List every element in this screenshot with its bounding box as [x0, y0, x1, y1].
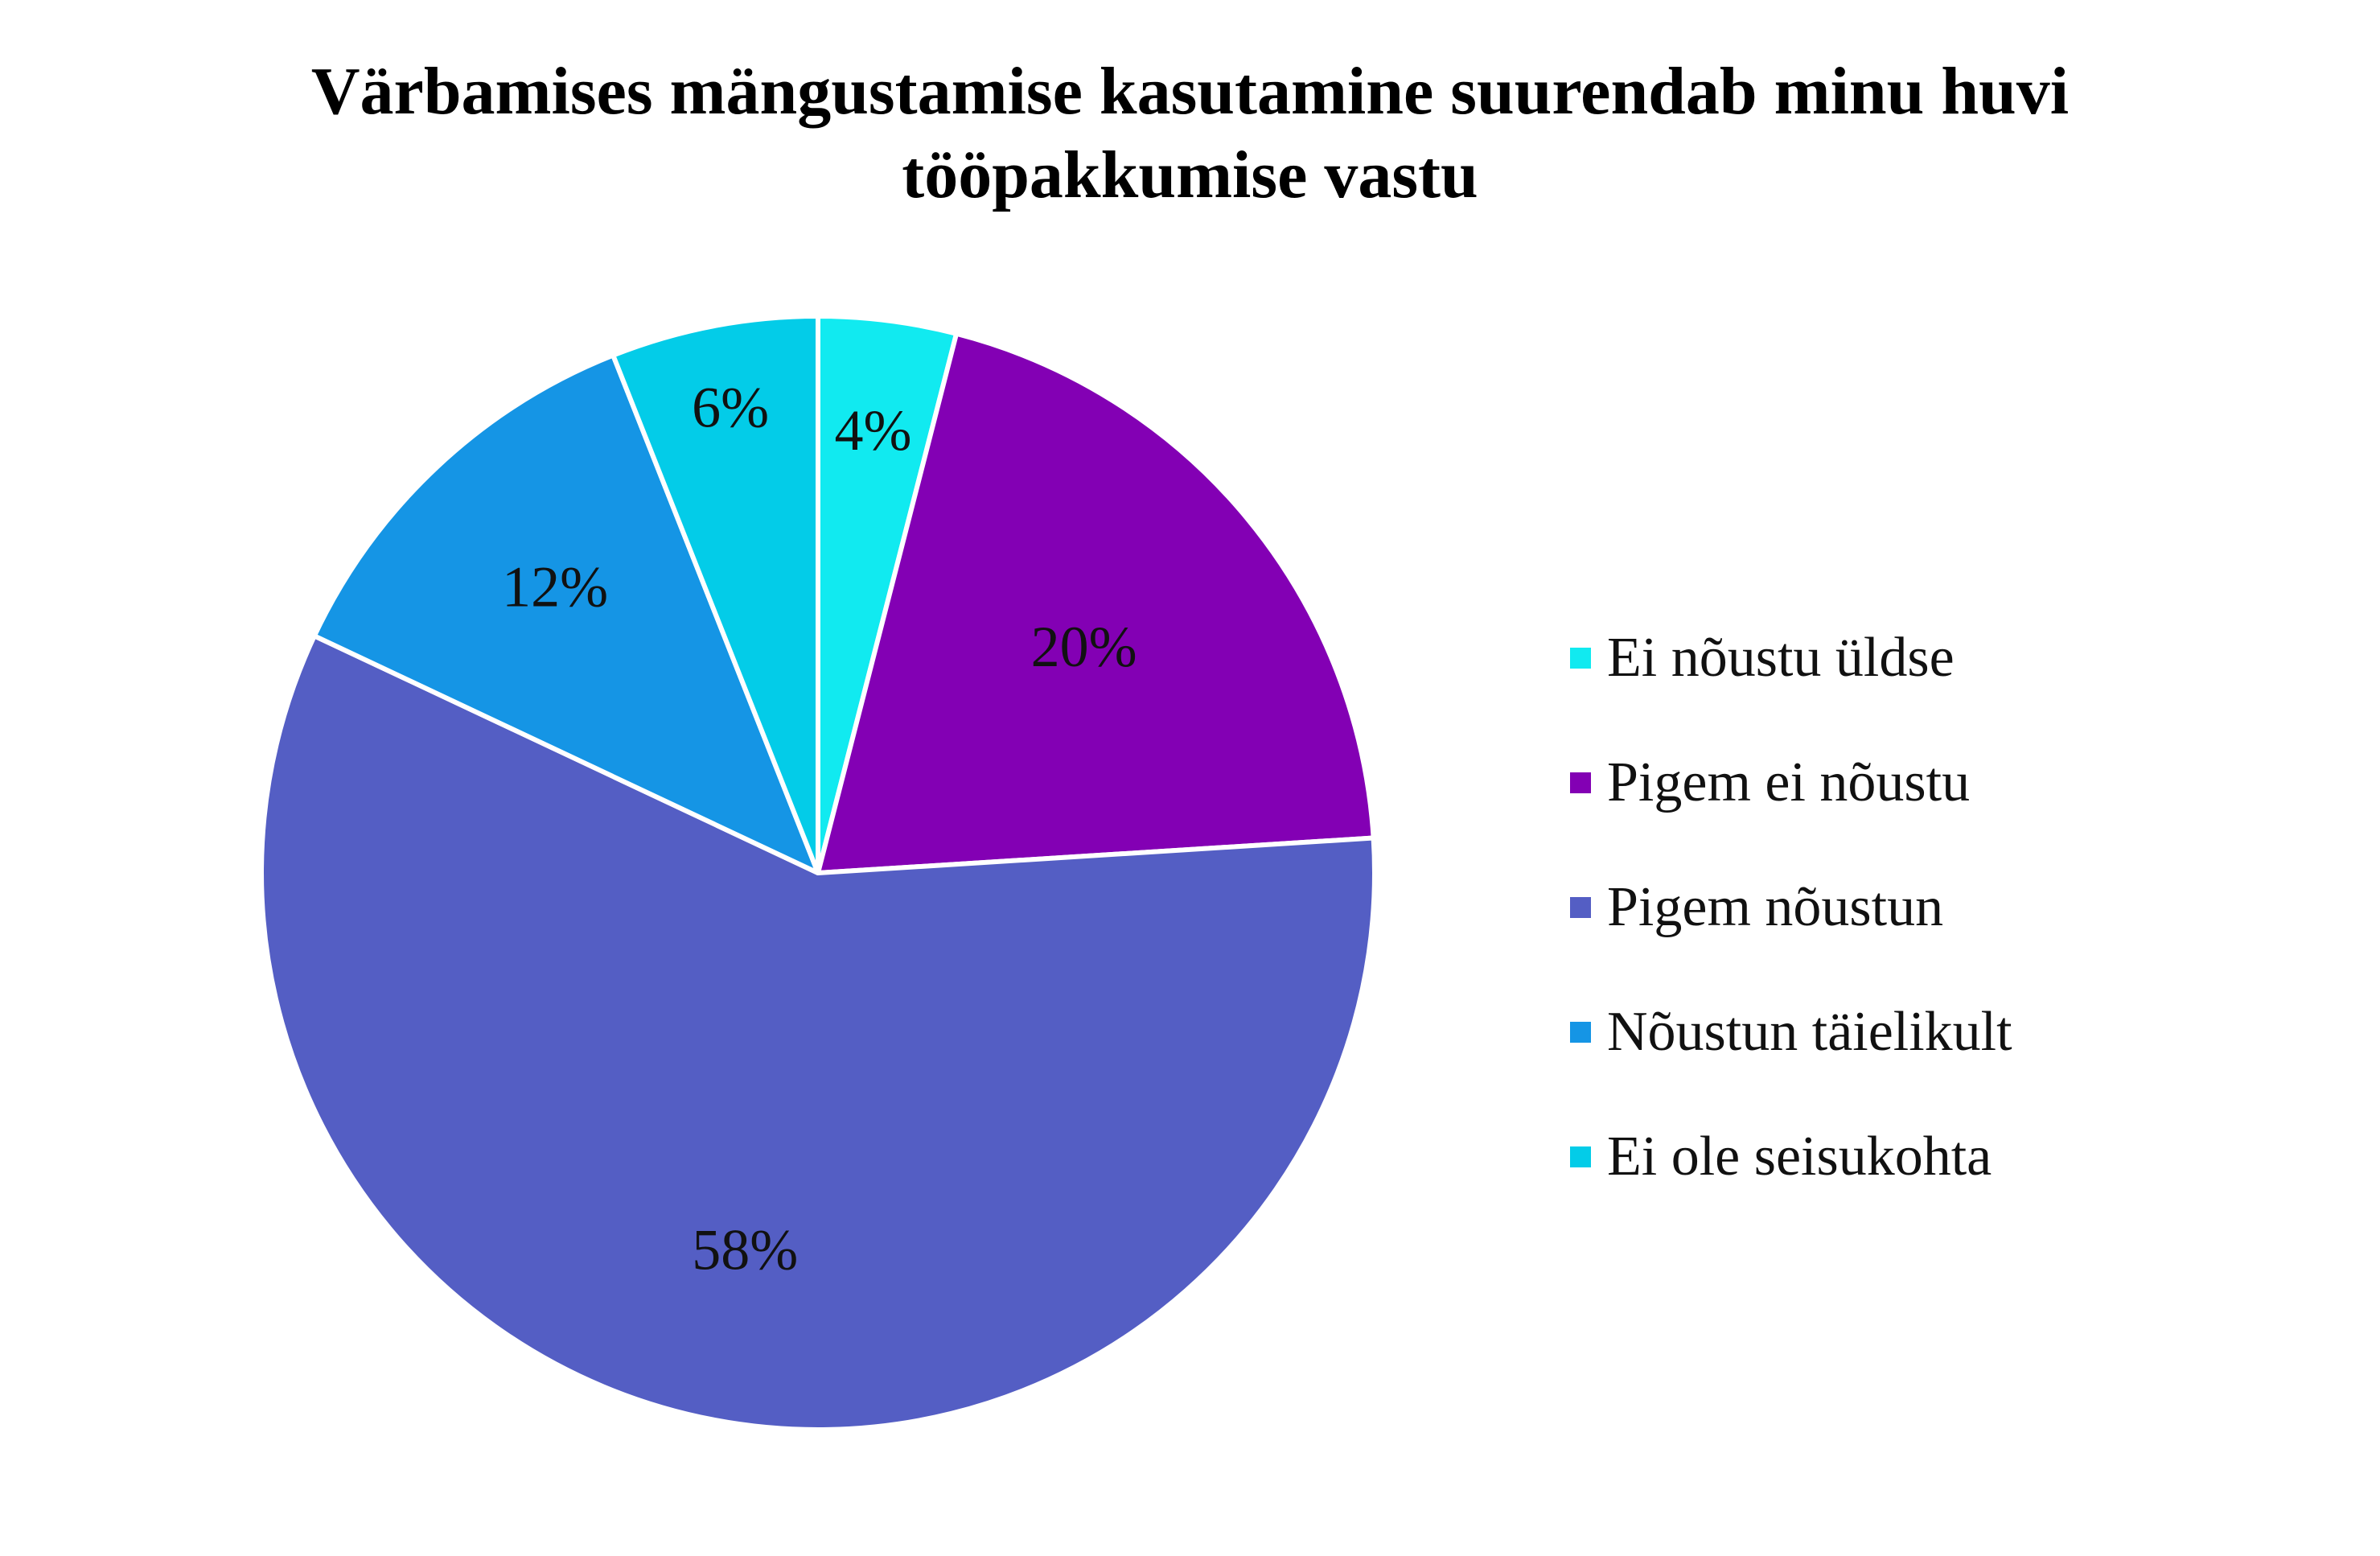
slice-label-noustun-taielikult: 12%	[502, 554, 608, 619]
slice-label-pigem-noustun: 58%	[692, 1217, 798, 1282]
legend-label: Nõustun täielikult	[1607, 1000, 2012, 1063]
slice-label-ei-ole-seisukohta: 6%	[692, 376, 769, 440]
legend-item-noustun-taielikult: Nõustun täielikult	[1570, 969, 2012, 1094]
pie-slices	[258, 314, 1377, 1433]
legend-label: Ei ole seisukohta	[1607, 1125, 1992, 1188]
pie-slice-labels: 4% 20% 58% 12% 6%	[502, 376, 1137, 1282]
legend-item-pigem-noustun: Pigem nõustun	[1570, 845, 2012, 969]
legend-swatch	[1570, 772, 1591, 793]
legend-swatch	[1570, 1146, 1591, 1167]
legend-swatch	[1570, 647, 1591, 669]
legend: Ei nõustu üldse Pigem ei nõustu Pigem nõus…	[1570, 595, 2012, 1219]
legend-label: Pigem nõustun	[1607, 875, 1944, 938]
slice-label-ei-noustu-uldse: 4%	[835, 398, 912, 463]
legend-swatch	[1570, 896, 1591, 918]
legend-item-ei-ole-seisukohta: Ei ole seisukohta	[1570, 1094, 2012, 1219]
pie-slice-pigem-noustun	[258, 633, 1377, 1433]
legend-item-ei-noustu-uldse: Ei nõustu üldse	[1570, 595, 2012, 720]
pie-slice-pigem-ei-noustu	[816, 331, 1376, 875]
chart-title-line-1: Värbamises mängustamise kasutamine suure…	[310, 54, 2070, 129]
pie-slice-ei-ole-seisukohta	[610, 314, 820, 875]
legend-item-pigem-ei-noustu: Pigem ei nõustu	[1570, 720, 2012, 845]
slice-label-pigem-ei-noustu: 20%	[1031, 615, 1137, 679]
pie-slice-noustun-taielikult	[311, 352, 820, 875]
legend-swatch	[1570, 1021, 1591, 1043]
legend-label: Pigem ei nõustu	[1607, 751, 1971, 813]
chart-title-line-2: tööpakkumise vastu	[902, 138, 1478, 212]
legend-label: Ei nõustu üldse	[1607, 626, 1955, 689]
chart-title: Värbamises mängustamise kasutamine suure…	[0, 50, 2380, 217]
